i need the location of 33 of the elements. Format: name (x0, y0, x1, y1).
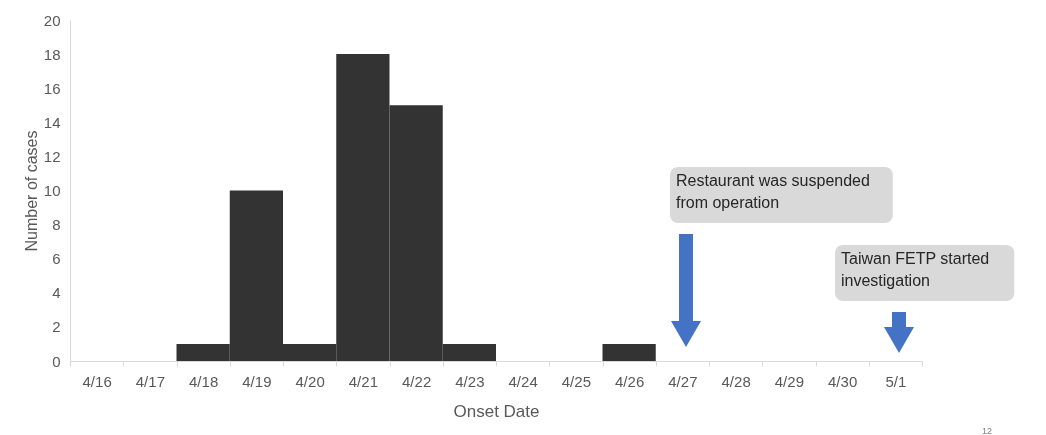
annotation: Taiwan FETP started investigation (841, 250, 990, 289)
y-tick-label: 0 (52, 352, 61, 370)
x-tick-label: 4/23 (455, 372, 485, 390)
x-tick-label: 4/29 (774, 372, 804, 390)
x-tick-label: 4/22 (402, 372, 432, 390)
x-tick-label: 4/17 (135, 372, 165, 390)
y-tick-label: 16 (43, 79, 61, 97)
y-tick-label: 6 (52, 250, 61, 268)
x-tick-label: 4/21 (348, 372, 378, 390)
bar (602, 343, 656, 361)
x-tick-label: 4/18 (189, 372, 219, 390)
y-tick-label: 8 (52, 216, 61, 234)
x-tick-label: 4/25 (561, 372, 591, 390)
y-tick-label: 2 (52, 318, 61, 336)
y-tick-label: 10 (43, 182, 61, 199)
y-tick-label: 18 (43, 45, 61, 63)
y-tick-label: 14 (43, 113, 61, 131)
x-tick-label: 4/30 (828, 372, 858, 390)
x-tick-label: 4/20 (295, 372, 325, 390)
y-axis-title: Number of cases (22, 130, 40, 252)
x-tick-label: 4/27 (668, 372, 698, 390)
x-tick-label: 4/16 (82, 372, 112, 390)
text: 12 (981, 426, 993, 435)
y-tick-label: 12 (43, 147, 61, 165)
x-tick-label: 4/28 (721, 372, 751, 390)
x-axis-title: Onset Date (453, 401, 540, 421)
x-tick-label: 4/26 (615, 372, 645, 390)
x-tick-label: 5/1 (885, 372, 907, 390)
y-tick-label: 4 (52, 284, 61, 302)
y-tick-label: 20 (43, 11, 61, 29)
x-tick-label: 4/19 (242, 372, 272, 390)
annotation: Restaurant was suspended from operation (676, 172, 870, 211)
x-tick-label: 4/24 (508, 372, 538, 390)
